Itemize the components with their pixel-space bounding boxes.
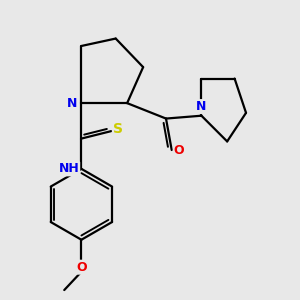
Text: O: O (76, 261, 87, 274)
Text: O: O (174, 143, 184, 157)
Text: N: N (196, 100, 207, 113)
Text: S: S (113, 122, 123, 136)
Text: N: N (67, 97, 77, 110)
Text: NH: NH (58, 162, 79, 176)
